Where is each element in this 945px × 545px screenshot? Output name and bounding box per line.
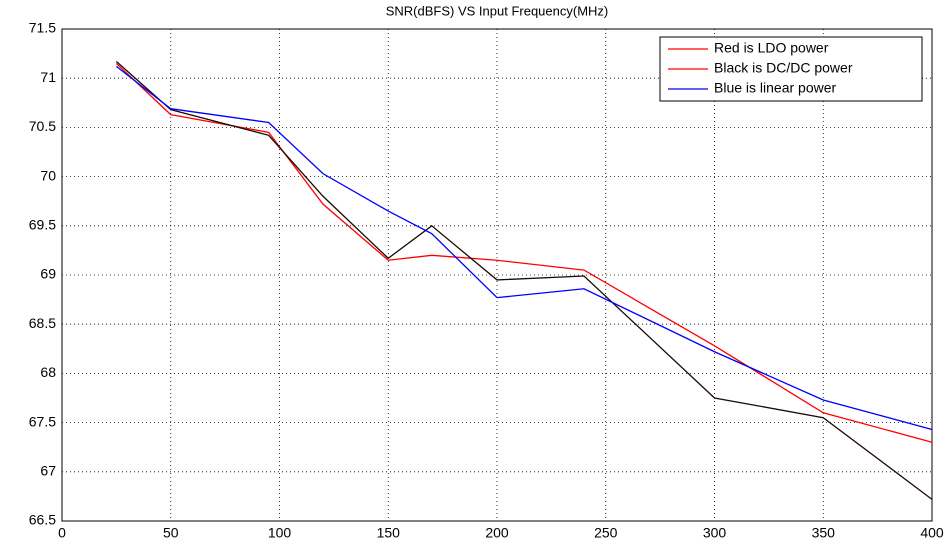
y-tick-label: 70 bbox=[40, 167, 56, 183]
legend-label: Blue is linear power bbox=[714, 80, 837, 96]
x-tick-label: 250 bbox=[594, 525, 618, 541]
y-tick-label: 66.5 bbox=[29, 512, 56, 528]
series-line bbox=[115, 65, 933, 431]
y-tick-label: 70.5 bbox=[29, 118, 56, 134]
y-tick-label: 68.5 bbox=[29, 315, 56, 331]
x-tick-label: 0 bbox=[58, 525, 66, 541]
legend-label: Red is LDO power bbox=[714, 40, 829, 56]
series-line bbox=[115, 60, 933, 500]
x-tick-label: 350 bbox=[812, 525, 836, 541]
y-tick-label: 67.5 bbox=[29, 413, 56, 429]
y-tick-label: 71 bbox=[40, 69, 56, 85]
x-tick-label: 150 bbox=[377, 525, 401, 541]
plot-frame bbox=[61, 28, 933, 522]
legend-label: Black is DC/DC power bbox=[714, 60, 853, 76]
chart-title: SNR(dBFS) VS Input Frequency(MHz) bbox=[386, 3, 609, 18]
x-tick-label: 400 bbox=[920, 525, 944, 541]
x-tick-label: 300 bbox=[703, 525, 727, 541]
y-tick-label: 68 bbox=[40, 364, 56, 380]
x-tick-label: 100 bbox=[268, 525, 292, 541]
y-tick-label: 71.5 bbox=[29, 20, 56, 36]
y-tick-label: 69.5 bbox=[29, 217, 56, 233]
x-tick-label: 50 bbox=[163, 525, 179, 541]
y-tick-label: 69 bbox=[40, 266, 56, 282]
x-tick-label: 200 bbox=[485, 525, 509, 541]
y-tick-label: 67 bbox=[40, 463, 56, 479]
